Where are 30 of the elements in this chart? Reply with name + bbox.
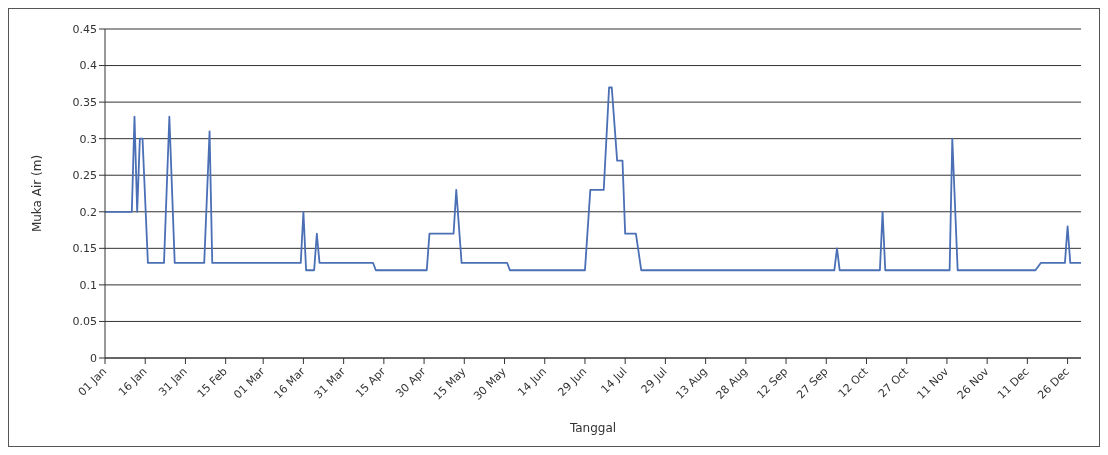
x-tick-label: 31 Jan: [156, 365, 190, 399]
y-tick-label: 0.05: [72, 315, 97, 329]
y-axis-title: Muka Air (m): [30, 154, 45, 233]
x-tick-label: 27 Oct: [875, 364, 912, 401]
x-tick-label: 14 Jul: [598, 365, 630, 396]
y-tick-label: 0.3: [79, 132, 97, 146]
x-tick-label: 28 Aug: [713, 365, 751, 402]
x-tick-label: 12 Sep: [754, 365, 791, 402]
y-tick-label: 0.1: [79, 278, 97, 292]
y-tick-label: 0.35: [72, 96, 97, 110]
y-tick-label: 0: [90, 351, 97, 365]
y-tick-label: 0.45: [72, 22, 97, 36]
x-tick-label: 27 Sep: [794, 365, 831, 402]
y-tick-label: 0.25: [72, 169, 97, 183]
y-tick-label: 0.2: [79, 205, 97, 219]
x-tick-label: 01 Mar: [231, 364, 268, 402]
x-tick-label: 31 Mar: [311, 364, 349, 402]
x-tick-label: 15 Apr: [353, 364, 389, 401]
x-axis-title: Tanggal: [568, 421, 617, 435]
x-tick-label: 16 Mar: [271, 364, 308, 402]
x-tick-label: 16 Jan: [115, 365, 150, 399]
y-tick-label: 0.4: [79, 59, 97, 73]
x-tick-label: 14 Jun: [515, 365, 549, 399]
x-tick-label: 29 Jul: [638, 365, 670, 396]
x-tick-label: 30 Apr: [393, 364, 429, 401]
x-tick-label: 01 Jan: [75, 365, 110, 399]
x-tick-label: 29 Jun: [555, 365, 590, 399]
x-tick-label: 12 Oct: [835, 364, 872, 401]
x-tick-label: 15 Feb: [194, 365, 230, 401]
y-tick-label: 0.15: [72, 242, 97, 256]
